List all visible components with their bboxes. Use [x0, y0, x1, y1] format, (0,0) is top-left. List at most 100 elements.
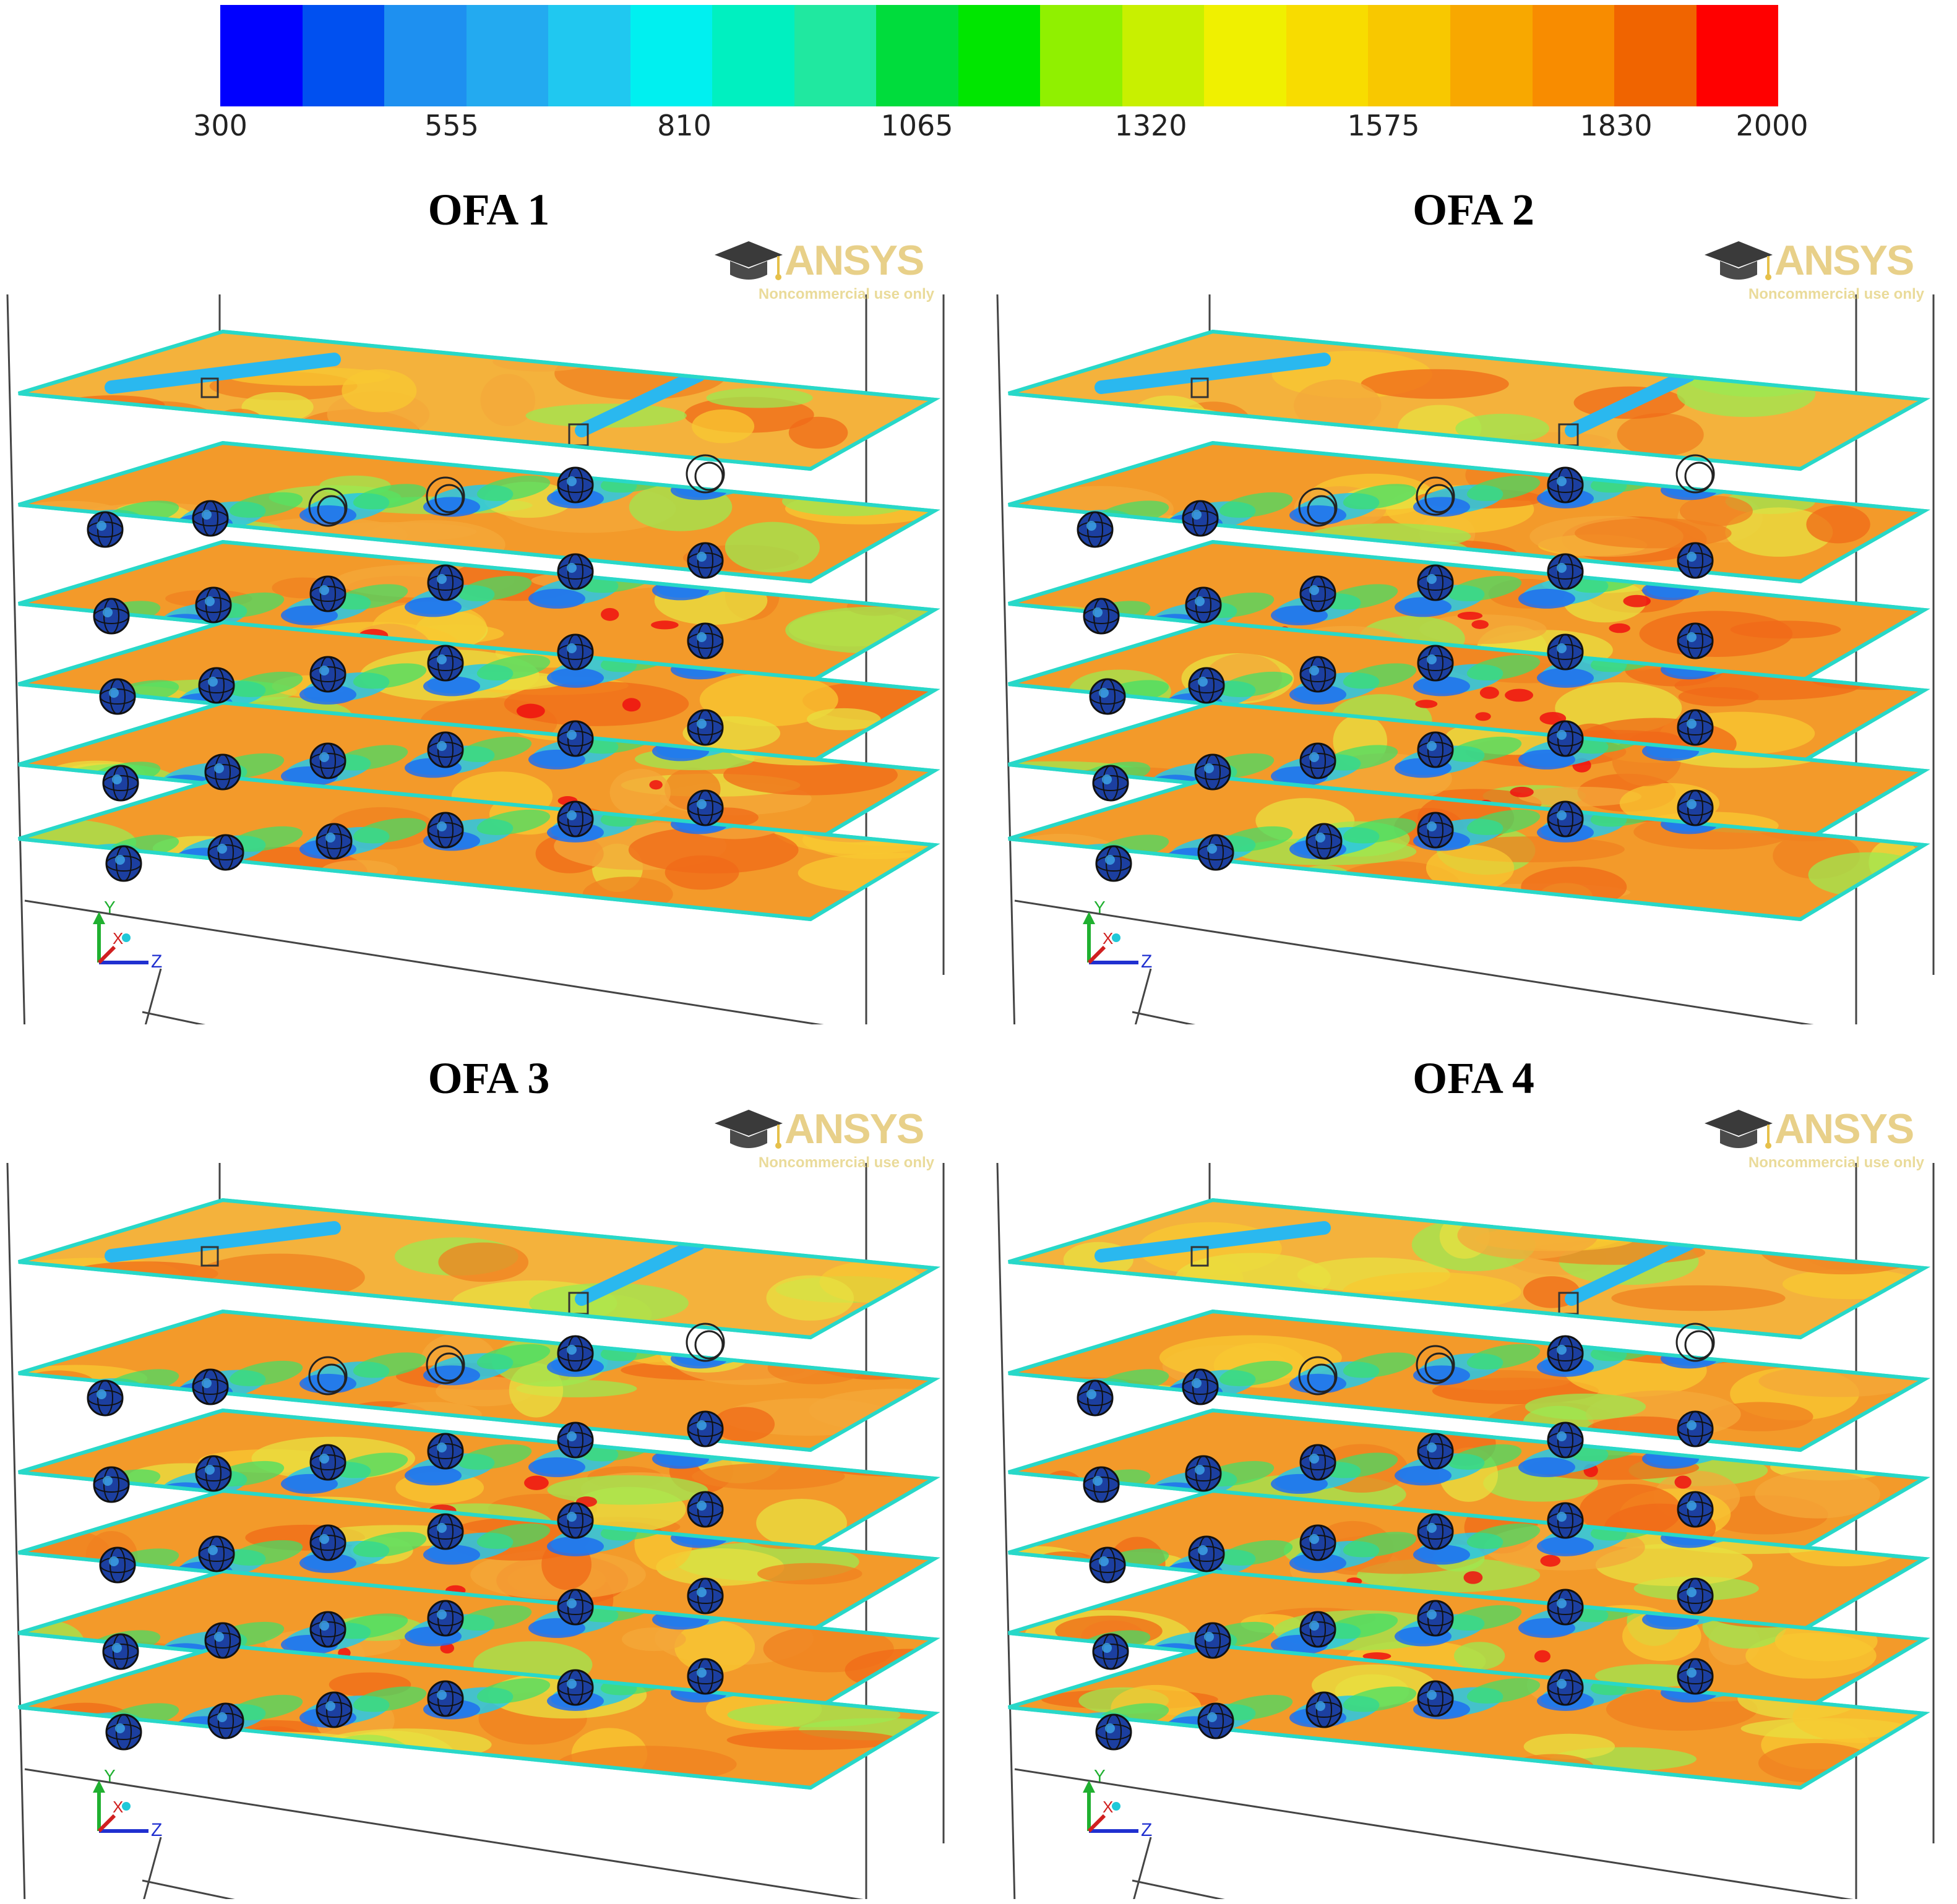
burner-nozzle	[1677, 1577, 1714, 1615]
burner-nozzle	[1417, 731, 1454, 768]
burner-nozzle	[1305, 823, 1343, 860]
burner-nozzle	[195, 1455, 232, 1492]
burner-nozzle	[1185, 586, 1222, 624]
burner-nozzle	[1299, 656, 1336, 693]
burner-nozzle	[427, 1600, 464, 1637]
burner-nozzle	[198, 667, 235, 704]
burner-nozzle	[102, 1633, 139, 1670]
axis-triad: YX Z	[93, 1766, 162, 1840]
graduation-cap-icon	[1705, 1110, 1773, 1149]
burner-nozzle	[1677, 1491, 1714, 1528]
burner-nozzle	[1417, 1513, 1454, 1550]
burner-nozzle	[192, 500, 229, 537]
burner-nozzle	[1677, 542, 1714, 579]
burner-nozzle	[309, 1611, 346, 1648]
graduation-cap-icon	[1705, 241, 1773, 280]
furnace-slices-view: YX Z	[996, 294, 1935, 1024]
burner-nozzle	[1547, 1335, 1584, 1372]
legend-swatch	[1204, 5, 1286, 106]
burner-nozzle	[1305, 1691, 1343, 1728]
wireframe-edge	[6, 294, 26, 1024]
burner-nozzle	[309, 1524, 346, 1561]
furnace-slices-view: YX Z	[6, 294, 945, 1024]
burner-nozzle	[1547, 553, 1584, 590]
burner-nozzle	[1677, 789, 1714, 826]
watermark-subtitle: Noncommercial use only	[1748, 286, 1924, 302]
burner-nozzle	[1547, 633, 1584, 671]
legend-swatch	[220, 5, 303, 106]
burner-nozzle	[1416, 1345, 1455, 1384]
furnace-slices-view: YX Z	[996, 1162, 1935, 1899]
burner-nozzle	[1188, 1535, 1225, 1572]
burner-nozzle	[1547, 800, 1584, 838]
burner-nozzle	[87, 1379, 124, 1417]
burner-nozzle	[427, 731, 464, 768]
legend-swatch	[1450, 5, 1533, 106]
burner-nozzle	[1095, 1713, 1132, 1751]
axis-label-y: Y	[1094, 898, 1106, 917]
watermark-subtitle: Noncommercial use only	[1748, 1154, 1924, 1171]
legend-tick-label: 810	[657, 109, 712, 142]
burner-nozzle	[426, 476, 465, 516]
burner-nozzle	[687, 1491, 724, 1528]
legend-swatch	[1122, 5, 1205, 106]
furnace-slices-view: YX Z	[6, 1162, 945, 1899]
burner-nozzle	[204, 1622, 241, 1659]
burner-nozzle	[1182, 500, 1219, 537]
burner-nozzle	[1089, 1546, 1126, 1584]
burner-nozzle	[427, 564, 464, 601]
axis-triad: YX Z	[1083, 898, 1152, 972]
axis-label-z: Z	[1141, 951, 1152, 972]
watermark-brand: ANSYS	[785, 1105, 924, 1152]
burner-nozzle	[687, 789, 724, 826]
burner-nozzle	[687, 1577, 724, 1615]
burner-nozzle	[105, 1713, 142, 1751]
temperature-slice	[1008, 1198, 1930, 1340]
legend-tick-label: 555	[424, 109, 479, 142]
legend-swatch	[630, 5, 713, 106]
burner-nozzle	[557, 633, 594, 671]
burner-nozzle	[1092, 1633, 1129, 1670]
burner-nozzle	[557, 553, 594, 590]
burner-nozzle	[1197, 1702, 1234, 1739]
burner-nozzle	[1417, 812, 1454, 849]
axis-label-z: Z	[1141, 1820, 1152, 1840]
burner-nozzle	[1299, 1444, 1336, 1481]
burner-nozzle	[427, 1513, 464, 1550]
burner-nozzle	[1417, 1433, 1454, 1470]
burner-nozzle	[1299, 575, 1336, 612]
axis-label-x: X	[1103, 1798, 1113, 1816]
legend-swatch	[1532, 5, 1615, 106]
burner-nozzle	[557, 466, 594, 504]
burner-nozzle	[427, 1433, 464, 1470]
legend-swatch	[712, 5, 794, 106]
burner-nozzle	[687, 1410, 724, 1447]
axis-label-y: Y	[104, 1766, 116, 1785]
legend-tick-labels: 300 555 810 1065 1320 1575 1830 2000	[186, 109, 1808, 146]
burner-nozzle	[1182, 1368, 1219, 1405]
legend-tick-label: 300	[193, 109, 247, 142]
axis-label-z: Z	[151, 1820, 162, 1840]
legend-swatch	[384, 5, 467, 106]
legend-tick-label: 1320	[1114, 109, 1187, 142]
burner-nozzle	[1299, 1524, 1336, 1561]
burner-nozzle	[1547, 1422, 1584, 1459]
wireframe-edge	[6, 1162, 26, 1899]
wireframe-edge	[996, 1162, 1016, 1899]
burner-nozzle	[1092, 765, 1129, 802]
wireframe-edge	[996, 294, 1016, 1024]
axis-label-x: X	[113, 929, 123, 948]
burner-nozzle	[1188, 667, 1225, 704]
burner-nozzle	[99, 678, 136, 715]
burner-nozzle	[105, 845, 142, 882]
burner-nozzle	[1299, 742, 1336, 779]
legend-swatch	[1286, 5, 1369, 106]
burner-nozzle	[1417, 564, 1454, 601]
watermark-subtitle: Noncommercial use only	[758, 286, 934, 302]
burner-nozzle	[1677, 1410, 1714, 1447]
burner-nozzle	[316, 1691, 353, 1728]
legend-swatch	[1696, 5, 1779, 106]
burner-nozzle	[204, 753, 241, 791]
ansys-watermark: ANSYS Noncommercial use only	[1701, 1105, 1924, 1173]
burner-nozzle	[308, 487, 348, 527]
